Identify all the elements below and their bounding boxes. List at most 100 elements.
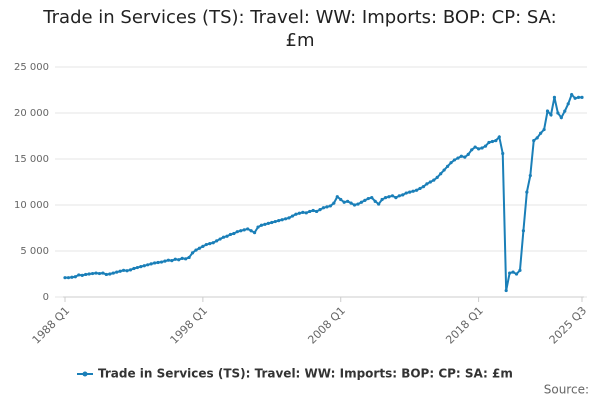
data-point (442, 168, 446, 172)
data-point (204, 242, 208, 247)
data-point (125, 269, 129, 273)
data-point (363, 198, 367, 202)
data-point (201, 244, 205, 248)
data-point (256, 225, 260, 229)
data-point (180, 256, 184, 260)
data-point (318, 208, 322, 212)
data-point (304, 211, 308, 215)
data-point (535, 136, 539, 140)
data-point (328, 204, 332, 208)
x-tick-label: 2008 Q1 (305, 304, 348, 347)
data-point (84, 272, 88, 277)
data-point (153, 261, 157, 265)
data-point (483, 144, 488, 148)
data-point (349, 201, 353, 205)
data-point (315, 209, 319, 214)
data-point (252, 231, 257, 235)
data-point (294, 212, 298, 216)
y-tick-label: 20 000 (14, 108, 49, 119)
data-point (563, 109, 567, 113)
data-point (356, 202, 360, 206)
data-point (80, 273, 84, 277)
data-point (552, 95, 557, 99)
data-point (273, 219, 277, 224)
data-point (570, 93, 574, 97)
data-point (528, 173, 532, 178)
data-point (73, 275, 77, 279)
data-point (480, 146, 484, 150)
data-point (532, 139, 536, 143)
data-point (235, 230, 239, 234)
data-point (259, 223, 264, 227)
data-point (290, 214, 295, 218)
data-point (94, 271, 98, 275)
data-point (101, 271, 105, 275)
data-point (132, 266, 136, 271)
data-point (418, 186, 422, 191)
y-tick-label: 25 000 (14, 62, 49, 73)
data-point (187, 255, 191, 260)
data-point (232, 231, 236, 236)
data-point (342, 200, 346, 204)
data-point (77, 273, 81, 277)
data-point (497, 135, 501, 139)
data-point (366, 196, 370, 201)
data-point (242, 228, 246, 232)
data-point (270, 220, 274, 225)
data-point (411, 189, 415, 193)
data-point (508, 271, 512, 275)
y-tick-label: 5 000 (20, 246, 49, 257)
x-tick-label: 1988 Q1 (30, 304, 73, 347)
data-point (97, 271, 102, 276)
chart-title: Trade in Services (TS): Travel: WW: Impo… (43, 7, 557, 51)
data-point (283, 217, 288, 221)
data-point (477, 147, 481, 151)
data-point (452, 158, 457, 162)
data-point (445, 164, 450, 168)
data-point (149, 262, 153, 266)
data-point (139, 265, 143, 269)
data-point (408, 190, 412, 194)
data-point (228, 232, 233, 237)
data-point (404, 191, 408, 195)
data-point (170, 259, 174, 263)
data-point (463, 155, 467, 159)
data-point (401, 193, 405, 197)
legend-label: Trade in Services (TS): Travel: WW: Impo… (98, 367, 513, 381)
data-point (377, 202, 381, 206)
data-point (104, 272, 108, 277)
data-point (466, 152, 470, 156)
data-point (514, 272, 519, 276)
data-point (473, 145, 477, 149)
data-point (432, 178, 436, 182)
data-point (121, 268, 126, 272)
data-point (580, 95, 584, 99)
data-point (373, 199, 377, 203)
x-tick-label: 2025 Q3 (547, 304, 590, 347)
data-point (383, 196, 388, 200)
data-point (428, 180, 432, 184)
data-point (208, 242, 212, 246)
data-point (156, 260, 160, 265)
data-point (297, 211, 301, 215)
data-point (263, 222, 267, 226)
data-point (308, 209, 312, 214)
data-point (66, 276, 71, 280)
data-point (449, 161, 453, 165)
data-point (542, 127, 546, 132)
data-point (511, 270, 515, 274)
data-point (321, 206, 326, 210)
data-point (549, 113, 553, 117)
data-point (111, 271, 115, 275)
data-point (194, 248, 198, 252)
data-point (339, 197, 343, 202)
data-point (573, 96, 577, 100)
y-tick-label: 10 000 (14, 200, 49, 211)
data-point (159, 260, 164, 264)
data-point (301, 210, 305, 214)
data-point (118, 269, 122, 273)
data-point (108, 272, 112, 276)
data-point (490, 139, 494, 144)
data-point (332, 201, 336, 205)
data-point (128, 268, 133, 272)
